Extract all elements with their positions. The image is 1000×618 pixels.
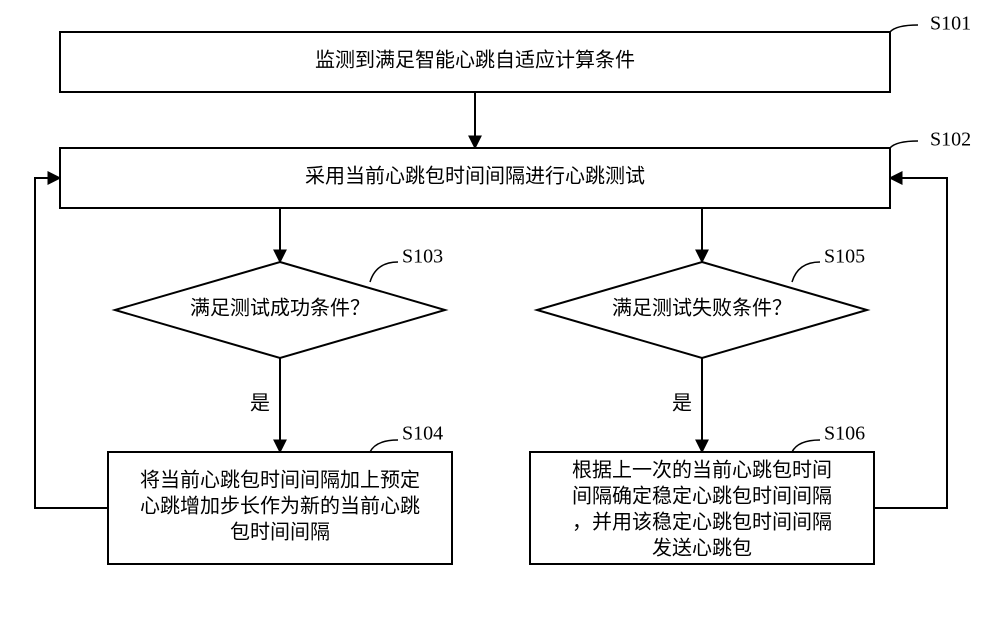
leader-s104 bbox=[370, 440, 398, 452]
text-s104-line1: 心跳增加步长作为新的当前心跳 bbox=[140, 495, 420, 518]
step-label-s103: S103 bbox=[402, 246, 443, 268]
text-s104-line0: 将当前心跳包时间间隔加上预定 bbox=[140, 469, 420, 492]
node-s105: 满足测试失败条件？ S105 bbox=[537, 246, 867, 358]
text-s101-line0: 监测到满足智能心跳自适应计算条件 bbox=[315, 49, 635, 72]
edge-e6 bbox=[35, 178, 108, 508]
leader-s102 bbox=[890, 141, 918, 148]
text-s106-line3: 发送心跳包 bbox=[652, 537, 752, 560]
text-s102-line0: 采用当前心跳包时间间隔进行心跳测试 bbox=[305, 165, 645, 188]
leader-s103 bbox=[370, 262, 398, 282]
edge-label-e5: 是 bbox=[672, 393, 692, 415]
nodes-layer: 监测到满足智能心跳自适应计算条件 S101 采用当前心跳包时间间隔进行心跳测试 S10… bbox=[60, 13, 971, 564]
leader-s106 bbox=[792, 440, 820, 452]
step-label-s106: S106 bbox=[824, 423, 865, 445]
step-label-s104: S104 bbox=[402, 423, 443, 445]
edge-label-e4: 是 bbox=[250, 393, 270, 415]
step-label-s102: S102 bbox=[930, 129, 971, 151]
edge-e7 bbox=[874, 178, 947, 508]
text-s106-line0: 根据上一次的当前心跳包时间 bbox=[572, 459, 832, 482]
text-s104-line2: 包时间间隔 bbox=[230, 521, 330, 544]
leader-s105 bbox=[792, 262, 820, 282]
step-label-s101: S101 bbox=[930, 13, 971, 35]
node-s102: 采用当前心跳包时间间隔进行心跳测试 S102 bbox=[60, 129, 971, 208]
text-s103-line0: 满足测试成功条件？ bbox=[190, 297, 370, 320]
text-s106-line2: ，并用该稳定心跳包时间间隔 bbox=[572, 511, 832, 534]
node-s103: 满足测试成功条件？ S103 bbox=[115, 246, 445, 358]
text-s105-line0: 满足测试失败条件？ bbox=[612, 297, 792, 320]
leader-s101 bbox=[890, 25, 918, 32]
text-s106-line1: 间隔确定稳定心跳包时间间隔 bbox=[572, 485, 832, 508]
node-s101: 监测到满足智能心跳自适应计算条件 S101 bbox=[60, 13, 971, 92]
step-label-s105: S105 bbox=[824, 246, 865, 268]
